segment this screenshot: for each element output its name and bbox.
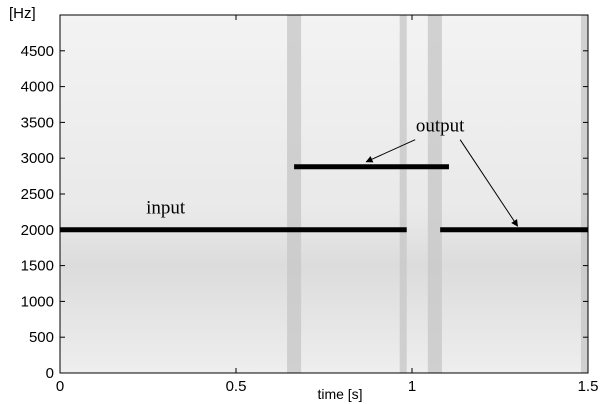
y-axis-unit-label: [Hz] xyxy=(9,5,36,22)
x-ticks: 0 0.5 1 1.5 xyxy=(56,15,599,395)
series-lines xyxy=(60,164,588,233)
x-tick-label: 1 xyxy=(408,378,416,395)
y-tick-label: 1500 xyxy=(21,258,54,275)
annotations: input output xyxy=(146,116,519,227)
plot-background xyxy=(60,15,588,373)
vertical-band xyxy=(287,15,302,373)
y-tick-label: 500 xyxy=(29,329,54,346)
vertical-band xyxy=(427,15,442,373)
y-tick-label: 4500 xyxy=(21,43,54,60)
y-tick-label: 1000 xyxy=(21,293,54,310)
y-tick-label: 2500 xyxy=(21,186,54,203)
input-annotation: input xyxy=(146,197,186,218)
y-tick-label: 3500 xyxy=(21,114,54,131)
y-tick-label: 0 xyxy=(46,365,54,382)
y-tick-label: 2000 xyxy=(21,222,54,239)
x-tick-label: 1.5 xyxy=(578,378,599,395)
y-tick-label: 3000 xyxy=(21,150,54,167)
x-axis-label: time [s] xyxy=(317,386,362,402)
y-tick-label: 4000 xyxy=(21,79,54,96)
x-tick-label: 0 xyxy=(56,378,64,395)
annotation-arrow xyxy=(365,139,416,163)
y-ticks: 0 500 1000 1500 2000 2500 3000 3500 4000 4500 xyxy=(21,43,588,382)
output-annotation: output xyxy=(416,116,465,137)
x-tick-label: 0.5 xyxy=(226,378,247,395)
vertical-band xyxy=(399,15,407,373)
annotation-arrow xyxy=(459,139,519,227)
